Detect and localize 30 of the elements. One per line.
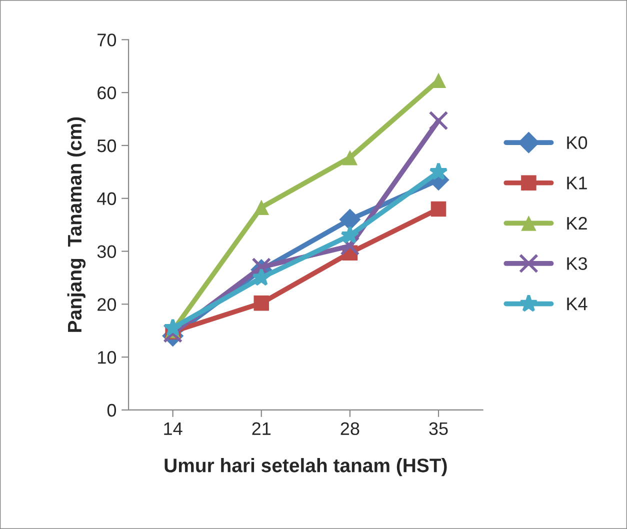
y-tick-label: 60: [98, 86, 116, 100]
legend-label: K2: [567, 216, 587, 230]
y-tick-label: 10: [98, 351, 116, 364]
y-tick-label: 40: [97, 192, 116, 206]
x-tick-label: 28: [340, 422, 360, 436]
legend-label: K0: [567, 136, 588, 150]
point: [430, 201, 446, 217]
point: [163, 324, 183, 343]
y-tick-label: 50: [97, 139, 116, 152]
x-tick-label: 14: [164, 422, 182, 435]
legend-label: K4: [567, 298, 588, 310]
y-tick-label: 20: [98, 298, 116, 311]
point: [339, 208, 361, 230]
point: [428, 110, 448, 130]
y-axis-title: Panjang Tanaman (cm): [67, 117, 86, 332]
point: [429, 162, 448, 180]
point: [340, 226, 360, 244]
y-tick-label: 0: [107, 404, 116, 417]
x-tick-label: 35: [429, 422, 448, 436]
y-tick-label: 70: [98, 34, 116, 46]
legend-label: K1: [567, 176, 587, 190]
y-tick-label: 30: [97, 245, 116, 258]
legend-label: K3: [567, 257, 587, 270]
point: [254, 295, 270, 311]
point: [254, 200, 270, 216]
point: [252, 268, 271, 286]
point: [164, 318, 182, 336]
x-tick-label: 21: [252, 422, 271, 435]
x-axis-title: Umur hari setelah tanam (HST): [164, 458, 447, 476]
point: [342, 150, 358, 166]
